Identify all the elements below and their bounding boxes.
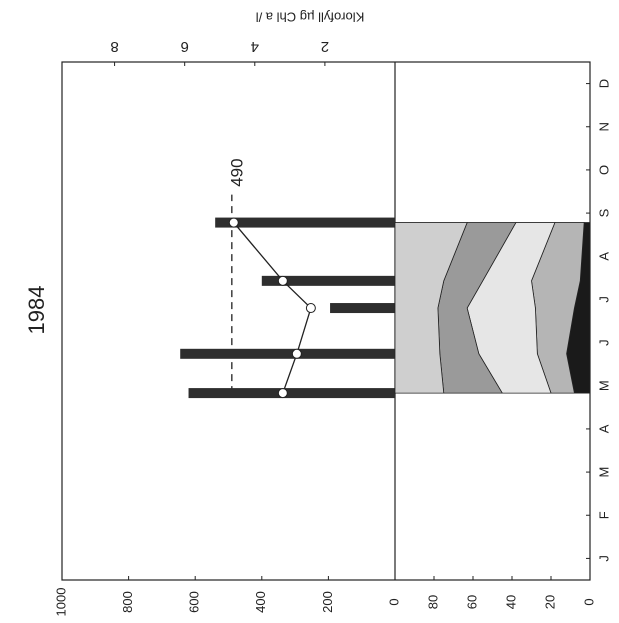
x-tick-label: M — [596, 467, 611, 478]
x-tick-label: J — [596, 296, 611, 303]
x-tick-label: S — [596, 208, 611, 217]
x-tick-label: D — [596, 79, 611, 88]
y-tick-label: 20 — [542, 595, 557, 609]
x-tick-label: J — [596, 339, 611, 346]
bar — [330, 303, 395, 314]
area — [394, 222, 468, 394]
line-point — [305, 303, 316, 314]
y2-tick-label: 8 — [110, 38, 118, 55]
x-tick-label: A — [596, 252, 611, 261]
x-tick-label: M — [596, 380, 611, 391]
y2-tick-label: 4 — [251, 38, 259, 55]
y-tick-label: 800 — [120, 591, 135, 613]
y-tick-label: 400 — [253, 591, 268, 613]
line — [233, 222, 312, 394]
y2-axis-title: Klorofyll µg Chl a /l — [256, 10, 365, 25]
y-tick-label: 600 — [187, 591, 202, 613]
bar — [215, 217, 395, 228]
line-point — [277, 275, 288, 286]
y-tick-label: 40 — [503, 595, 518, 609]
bar — [261, 275, 395, 286]
y2-tick-label: 6 — [181, 38, 189, 55]
annotation: 490 — [227, 158, 246, 186]
y-tick-label: 80 — [425, 595, 440, 609]
bar — [180, 348, 395, 359]
x-tick-label: N — [596, 122, 611, 131]
y-tick-label: 1000 — [53, 588, 68, 617]
y-tick-label: 0 — [581, 598, 596, 605]
line-point — [228, 217, 239, 228]
y2-tick-label: 2 — [321, 38, 329, 55]
y-tick-label: 0 — [386, 598, 401, 605]
line-point — [277, 388, 288, 399]
line-point — [291, 348, 302, 359]
chart-title: 1984 — [24, 286, 49, 335]
x-tick-label: A — [596, 424, 611, 433]
x-tick-label: F — [596, 511, 611, 519]
y-tick-label: 60 — [464, 595, 479, 609]
bar — [188, 388, 395, 399]
x-tick-label: O — [596, 165, 611, 175]
y-tick-label: 200 — [320, 591, 335, 613]
x-tick-label: J — [596, 555, 611, 562]
